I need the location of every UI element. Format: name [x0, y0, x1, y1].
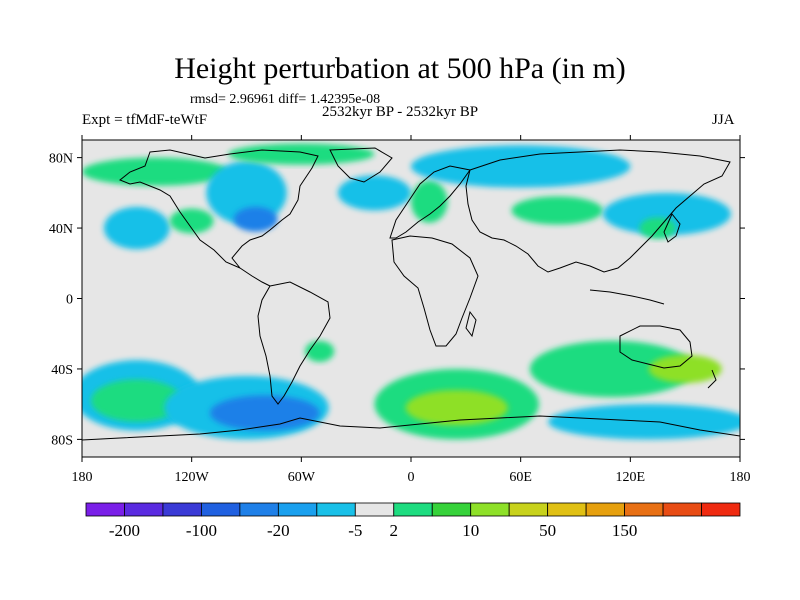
colorbar-swatch [585, 502, 625, 517]
coast-south-america [257, 281, 331, 405]
coast-north-america [119, 149, 319, 269]
anomaly-region-low1 [337, 175, 412, 211]
anomaly-region-high1 [511, 196, 603, 225]
anomaly-region-high1 [411, 180, 448, 223]
anomaly-region-high1 [82, 157, 229, 186]
y-axis: 80N 40N 0 40S 80S [49, 152, 745, 448]
x-axis: 180 120W 60W 0 60E 120E 180 [72, 135, 751, 485]
x-tick-label: 120W [175, 470, 210, 485]
anomaly-region-high2 [405, 390, 508, 426]
colorbar-tick-label: 50 [539, 521, 556, 540]
coast-japan [663, 213, 681, 243]
anomaly-region-high1 [639, 217, 677, 239]
stats-label: rmsd= 2.96961 diff= 1.42395e-08 [190, 92, 381, 107]
x-tick-label: 180 [72, 470, 93, 485]
chart-title: Height perturbation at 500 hPa (in m) [174, 52, 626, 85]
colorbar-swatch [85, 502, 125, 517]
colorbar-swatch [701, 502, 741, 517]
y-tick-label: 80N [49, 152, 73, 167]
coast-madagascar [465, 310, 477, 338]
colorbar-tick-label: 2 [390, 521, 399, 540]
colorbar-tick-label: -200 [109, 521, 140, 540]
coast-new-zealand [707, 369, 717, 389]
coast-asia [465, 149, 731, 273]
anomaly-region-high1 [529, 340, 695, 398]
colorbar-swatch [431, 502, 472, 517]
colorbar-tick-label: -100 [186, 521, 217, 540]
anomaly-region-low2 [209, 395, 320, 431]
colorbar-swatch [393, 502, 433, 517]
colorbar-swatch [316, 502, 356, 517]
coast-australia [619, 325, 693, 369]
colorbar-swatch [547, 502, 587, 517]
x-tick-label: 60W [288, 470, 316, 485]
colorbar-swatch [162, 502, 202, 517]
coastlines [82, 147, 740, 441]
coast-indonesia [589, 289, 665, 305]
colorbar-swatch [124, 502, 164, 517]
x-tick-label: 120E [616, 470, 646, 485]
colorbar-swatch [354, 502, 395, 517]
y-tick-label: 40N [49, 222, 73, 237]
colorbar-swatch [277, 502, 318, 517]
colorbar: -200 -100 -20 -5 2 10 50 150 [85, 502, 741, 540]
coast-europe [389, 165, 471, 239]
anomaly-region-high1 [91, 379, 183, 422]
colorbar-swatch [239, 502, 279, 517]
coast-africa [391, 235, 479, 347]
period-label: 2532kyr BP - 2532kyr BP [322, 104, 479, 120]
anomaly-region-low1 [602, 192, 731, 236]
colorbar-swatch [508, 502, 549, 517]
anomaly-region-low1 [103, 206, 170, 250]
colorbar-tick-label: 10 [462, 521, 479, 540]
colorbar-tick-label: 150 [612, 521, 638, 540]
anomaly-fields [82, 143, 740, 440]
colorbar-swatch [624, 502, 664, 517]
y-tick-label: 80S [51, 433, 73, 448]
experiment-label: Expt = tfMdF-teWtF [82, 112, 208, 128]
y-tick-label: 0 [66, 293, 73, 308]
coast-central-america [239, 267, 271, 287]
coast-greenland [329, 147, 393, 183]
anomaly-region-high2 [648, 354, 722, 384]
colorbar-tick-label: -5 [348, 521, 362, 540]
anomaly-region-high1 [228, 143, 375, 165]
y-tick-label: 40S [51, 363, 73, 378]
colorbar-swatch [470, 502, 510, 517]
colorbar-swatch [662, 502, 702, 517]
x-tick-label: 60E [509, 470, 532, 485]
x-tick-label: 180 [730, 470, 751, 485]
x-tick-label: 0 [408, 470, 415, 485]
colorbar-tick-label: -20 [267, 521, 290, 540]
anomaly-region-low1 [548, 404, 740, 440]
anomaly-region-low2 [233, 206, 278, 232]
coast-antarctica [82, 415, 740, 441]
anomaly-region-high1 [169, 208, 214, 234]
anomaly-region-low1 [411, 145, 631, 188]
season-label: JJA [712, 112, 735, 128]
colorbar-swatch [201, 502, 241, 517]
